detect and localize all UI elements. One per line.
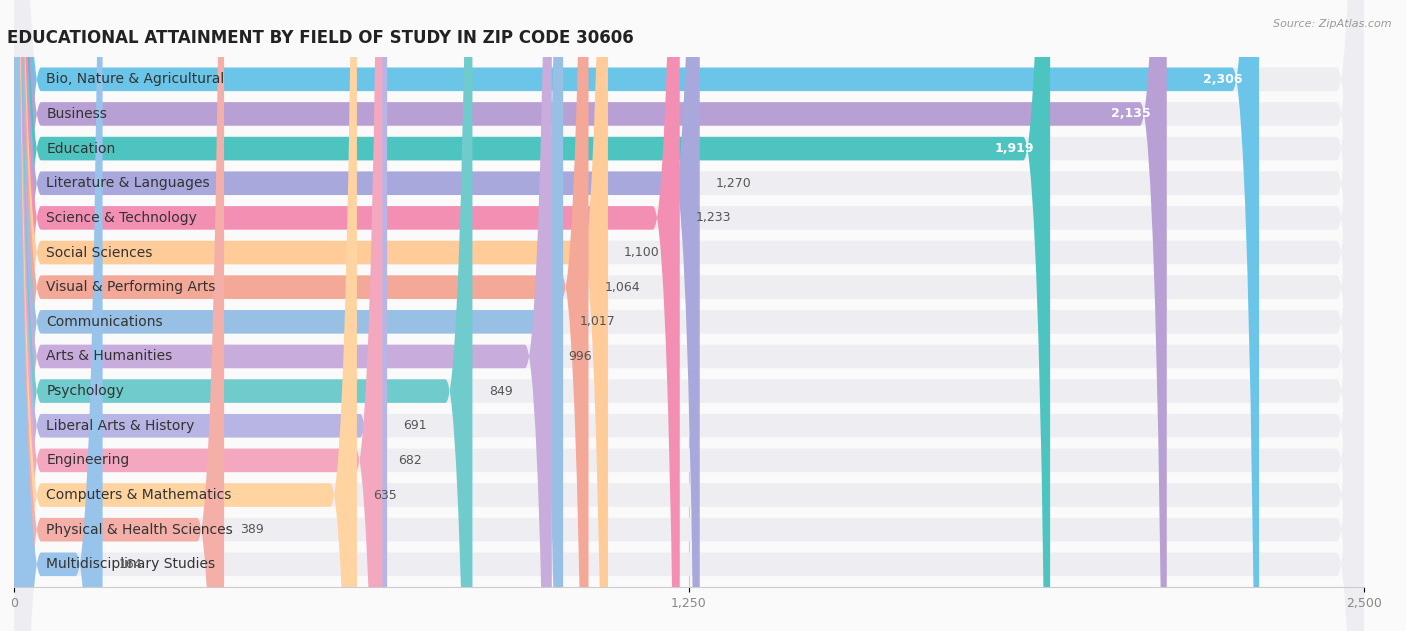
- Text: Source: ZipAtlas.com: Source: ZipAtlas.com: [1274, 19, 1392, 29]
- Text: Liberal Arts & History: Liberal Arts & History: [46, 419, 195, 433]
- Text: 682: 682: [398, 454, 422, 467]
- FancyBboxPatch shape: [14, 0, 1364, 631]
- FancyBboxPatch shape: [14, 0, 1050, 631]
- FancyBboxPatch shape: [14, 0, 472, 631]
- Text: Literature & Languages: Literature & Languages: [46, 176, 209, 190]
- Text: 1,270: 1,270: [716, 177, 752, 190]
- Text: Psychology: Psychology: [46, 384, 124, 398]
- FancyBboxPatch shape: [14, 0, 382, 631]
- FancyBboxPatch shape: [14, 0, 1364, 631]
- Text: 849: 849: [489, 385, 512, 398]
- Text: 2,306: 2,306: [1204, 73, 1243, 86]
- FancyBboxPatch shape: [14, 0, 1364, 631]
- FancyBboxPatch shape: [14, 0, 1364, 631]
- FancyBboxPatch shape: [14, 0, 1364, 631]
- Text: 635: 635: [373, 488, 396, 502]
- Text: Engineering: Engineering: [46, 454, 129, 468]
- FancyBboxPatch shape: [14, 0, 679, 631]
- FancyBboxPatch shape: [14, 0, 1364, 631]
- Text: Computers & Mathematics: Computers & Mathematics: [46, 488, 232, 502]
- FancyBboxPatch shape: [14, 0, 1364, 631]
- FancyBboxPatch shape: [14, 0, 387, 631]
- Text: Physical & Health Sciences: Physical & Health Sciences: [46, 522, 233, 537]
- FancyBboxPatch shape: [14, 0, 700, 631]
- Text: Education: Education: [46, 141, 115, 156]
- Text: Arts & Humanities: Arts & Humanities: [46, 350, 173, 363]
- FancyBboxPatch shape: [14, 0, 1364, 631]
- Text: EDUCATIONAL ATTAINMENT BY FIELD OF STUDY IN ZIP CODE 30606: EDUCATIONAL ATTAINMENT BY FIELD OF STUDY…: [7, 29, 634, 47]
- FancyBboxPatch shape: [14, 0, 1260, 631]
- Text: 2,135: 2,135: [1111, 107, 1150, 121]
- Text: 996: 996: [568, 350, 592, 363]
- FancyBboxPatch shape: [14, 0, 589, 631]
- Text: 1,919: 1,919: [994, 142, 1033, 155]
- Text: Visual & Performing Arts: Visual & Performing Arts: [46, 280, 217, 294]
- FancyBboxPatch shape: [14, 0, 607, 631]
- Text: Bio, Nature & Agricultural: Bio, Nature & Agricultural: [46, 73, 225, 86]
- Text: 389: 389: [240, 523, 264, 536]
- FancyBboxPatch shape: [14, 0, 1364, 631]
- FancyBboxPatch shape: [14, 0, 1364, 631]
- Text: 1,064: 1,064: [605, 281, 640, 293]
- Text: Communications: Communications: [46, 315, 163, 329]
- FancyBboxPatch shape: [14, 0, 103, 631]
- Text: Multidisciplinary Studies: Multidisciplinary Studies: [46, 557, 215, 571]
- FancyBboxPatch shape: [14, 0, 224, 631]
- FancyBboxPatch shape: [14, 0, 1364, 631]
- FancyBboxPatch shape: [14, 0, 1364, 631]
- Text: 1,233: 1,233: [696, 211, 731, 225]
- FancyBboxPatch shape: [14, 0, 551, 631]
- FancyBboxPatch shape: [14, 0, 564, 631]
- FancyBboxPatch shape: [14, 0, 357, 631]
- Text: Social Sciences: Social Sciences: [46, 245, 153, 259]
- Text: Science & Technology: Science & Technology: [46, 211, 197, 225]
- Text: 691: 691: [404, 419, 427, 432]
- FancyBboxPatch shape: [14, 0, 1364, 631]
- FancyBboxPatch shape: [14, 0, 1364, 631]
- Text: 164: 164: [118, 558, 142, 571]
- FancyBboxPatch shape: [14, 0, 1167, 631]
- FancyBboxPatch shape: [14, 0, 1364, 631]
- Text: Business: Business: [46, 107, 107, 121]
- Text: 1,100: 1,100: [624, 246, 659, 259]
- Text: 1,017: 1,017: [579, 316, 614, 328]
